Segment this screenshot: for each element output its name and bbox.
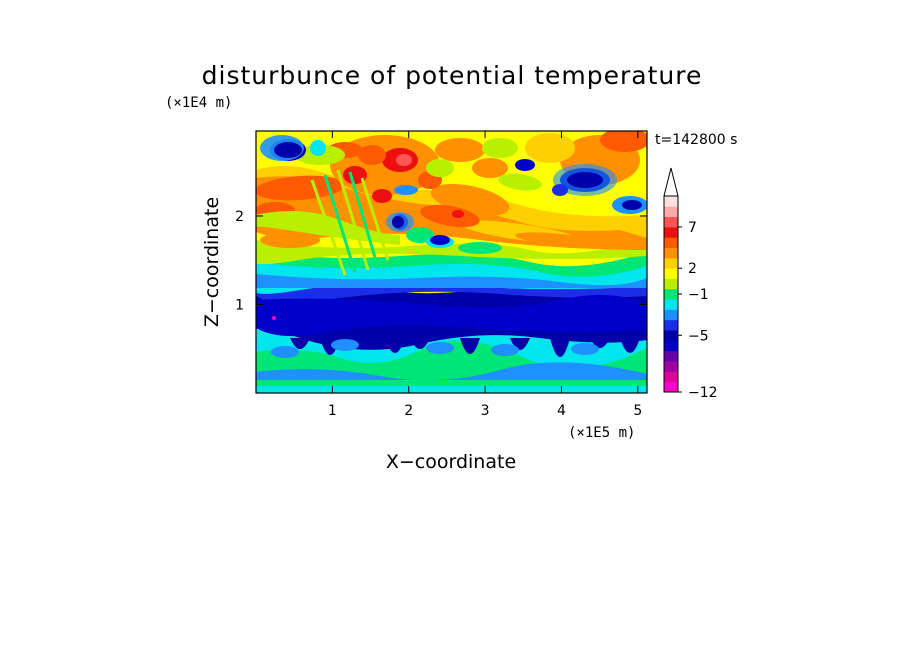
contour-cell bbox=[452, 210, 464, 218]
colorbar-swatch bbox=[664, 340, 678, 352]
contour-cell bbox=[515, 232, 605, 248]
contour-cell bbox=[426, 342, 454, 354]
wave-stripe bbox=[323, 174, 357, 273]
contour-cell bbox=[310, 140, 326, 156]
contour-region bbox=[256, 240, 647, 265]
y-tick-label: 1 bbox=[235, 297, 244, 313]
colorbar-extend-arrow bbox=[663, 167, 679, 197]
contour-cell bbox=[458, 242, 502, 254]
contour-region bbox=[550, 338, 570, 357]
wave-stripe bbox=[310, 179, 347, 276]
plot-frame bbox=[255, 130, 648, 394]
x-axis: 1 2 3 4 5 bbox=[328, 131, 642, 419]
colorbar-swatch bbox=[664, 226, 678, 238]
colorbar-label: −1 bbox=[688, 287, 709, 303]
y-tick-label: 2 bbox=[235, 209, 244, 225]
contour-region bbox=[256, 274, 647, 288]
chart-title: disturbunce of potential temperature bbox=[202, 61, 703, 90]
contour-cell bbox=[491, 344, 519, 356]
wave-stripe bbox=[348, 171, 380, 269]
y-axis-label: Z−coordinate bbox=[201, 197, 223, 327]
colorbar-swatch bbox=[664, 247, 678, 259]
x-unit-label: (×1E5 m) bbox=[568, 425, 635, 441]
colorbar-swatch bbox=[664, 288, 678, 300]
colorbar-swatch bbox=[664, 361, 678, 372]
colorbar-label: 2 bbox=[688, 261, 697, 277]
contour-cell bbox=[426, 159, 454, 177]
colorbar-label: 7 bbox=[688, 220, 697, 236]
colorbar-label: −12 bbox=[688, 385, 718, 401]
x-tick-label: 3 bbox=[481, 403, 490, 419]
time-label: t=142800 s bbox=[655, 132, 737, 148]
contour-cell bbox=[331, 339, 359, 351]
colorbar-swatch bbox=[664, 257, 678, 269]
contour-region bbox=[290, 338, 310, 349]
colorbar-swatch bbox=[664, 237, 678, 248]
contour-region bbox=[460, 338, 480, 354]
contour-cell bbox=[571, 343, 599, 355]
contour-cell bbox=[622, 200, 642, 210]
wave-stripe bbox=[336, 169, 370, 271]
contour-cell bbox=[272, 316, 276, 320]
contour-cell bbox=[372, 189, 392, 203]
y-axis: 12 bbox=[235, 209, 647, 313]
colorbar-swatch bbox=[664, 381, 678, 393]
contour-cell bbox=[260, 232, 320, 248]
contour-cell bbox=[430, 235, 450, 245]
colorbar-swatch bbox=[664, 206, 678, 218]
colorbar: 7 2 −1 −5 −12 bbox=[663, 167, 718, 401]
contour-cell bbox=[515, 159, 535, 171]
colorbar-swatch bbox=[664, 268, 678, 279]
contour-cell bbox=[482, 138, 518, 158]
contour-cell bbox=[567, 172, 603, 188]
contour-cell bbox=[256, 175, 345, 201]
contour-cell bbox=[552, 184, 568, 196]
contour-cell bbox=[358, 145, 386, 165]
x-tick-label: 2 bbox=[404, 403, 413, 419]
colorbar-swatch bbox=[664, 319, 678, 331]
contour-cell bbox=[420, 204, 480, 228]
x-tick-label: 5 bbox=[633, 403, 642, 419]
colorbar-swatch bbox=[664, 309, 678, 321]
contour-region bbox=[410, 338, 430, 349]
contour-cell bbox=[396, 154, 412, 166]
y-unit-label: (×1E4 m) bbox=[165, 95, 232, 111]
x-axis-label: X−coordinate bbox=[386, 451, 516, 473]
contour-cell bbox=[498, 173, 542, 191]
colorbar-swatch bbox=[664, 330, 678, 341]
contour-region bbox=[620, 338, 640, 353]
contour-band bbox=[256, 386, 647, 393]
colorbar-swatch bbox=[664, 196, 678, 207]
colorbar-swatch bbox=[664, 278, 678, 290]
colorbar-swatch bbox=[664, 371, 678, 383]
contour-region bbox=[256, 294, 647, 337]
contour-cell bbox=[435, 138, 485, 162]
colorbar-swatch bbox=[664, 216, 678, 228]
wave-stripe bbox=[360, 177, 390, 261]
colorbar-label: −5 bbox=[688, 328, 709, 344]
contour-cell bbox=[271, 346, 299, 358]
contour-cell bbox=[274, 142, 302, 158]
contour-region bbox=[385, 338, 405, 353]
colorbar-swatch bbox=[664, 350, 678, 362]
contour-cell bbox=[392, 216, 404, 228]
contour-field bbox=[256, 131, 647, 393]
contour-cell bbox=[525, 133, 575, 163]
contour-cell bbox=[406, 227, 434, 243]
x-tick-label: 1 bbox=[328, 403, 337, 419]
contour-cell bbox=[600, 131, 647, 152]
colorbar-swatch bbox=[664, 299, 678, 310]
x-tick-label: 4 bbox=[557, 403, 566, 419]
contour-cell bbox=[472, 158, 508, 178]
contour-cell bbox=[394, 185, 418, 195]
